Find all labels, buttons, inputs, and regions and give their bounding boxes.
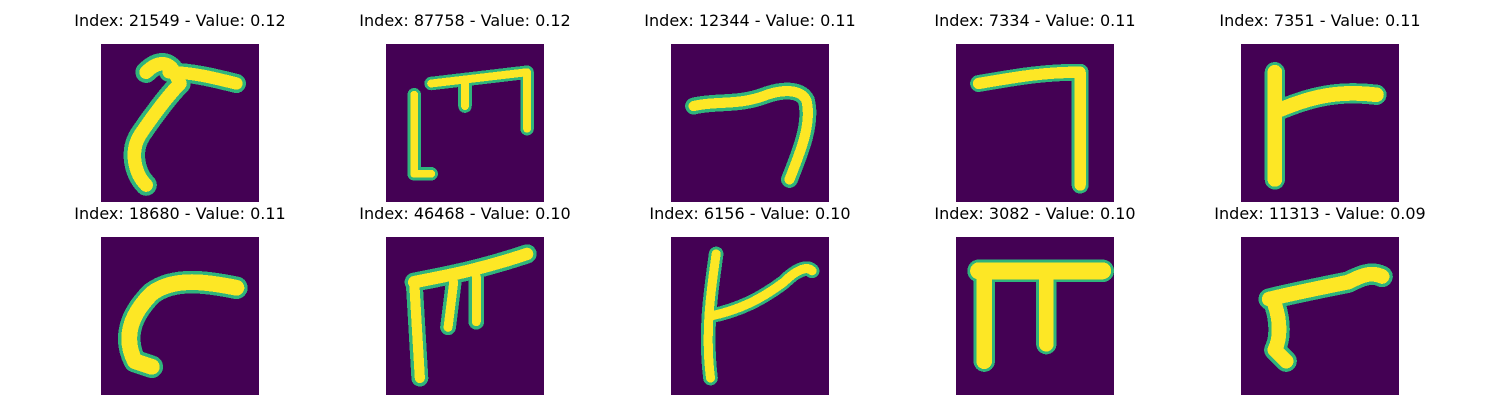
glyph-image	[671, 237, 829, 395]
glyph-image	[956, 237, 1114, 395]
glyph-image	[1241, 44, 1399, 202]
panel-title: Index: 21549 - Value: 0.12	[74, 11, 286, 30]
panel-title: Index: 7334 - Value: 0.11	[934, 11, 1136, 30]
glyph-image	[386, 44, 544, 202]
panel-title: Index: 18680 - Value: 0.11	[74, 204, 286, 223]
glyph-image	[956, 44, 1114, 202]
glyph-image	[101, 237, 259, 395]
glyph-image	[386, 237, 544, 395]
image-panel-4: Index: 7334 - Value: 0.11	[925, 10, 1145, 202]
panel-title: Index: 6156 - Value: 0.10	[649, 204, 851, 223]
image-panel-8: Index: 6156 - Value: 0.10	[640, 203, 860, 395]
image-panel-9: Index: 3082 - Value: 0.10	[925, 203, 1145, 395]
panel-title: Index: 12344 - Value: 0.11	[644, 11, 856, 30]
image-panel-7: Index: 46468 - Value: 0.10	[355, 203, 575, 395]
panel-title: Index: 3082 - Value: 0.10	[934, 204, 1136, 223]
image-panel-6: Index: 18680 - Value: 0.11	[70, 203, 290, 395]
panel-title: Index: 7351 - Value: 0.11	[1219, 11, 1421, 30]
glyph-image	[101, 44, 259, 202]
panel-title: Index: 46468 - Value: 0.10	[359, 204, 571, 223]
glyph-image	[671, 44, 829, 202]
image-panel-3: Index: 12344 - Value: 0.11	[640, 10, 860, 202]
panel-title: Index: 11313 - Value: 0.09	[1214, 204, 1426, 223]
panel-title: Index: 87758 - Value: 0.12	[359, 11, 571, 30]
image-panel-5: Index: 7351 - Value: 0.11	[1210, 10, 1430, 202]
glyph-image	[1241, 237, 1399, 395]
image-panel-2: Index: 87758 - Value: 0.12	[355, 10, 575, 202]
image-panel-10: Index: 11313 - Value: 0.09	[1210, 203, 1430, 395]
image-panel-1: Index: 21549 - Value: 0.12	[70, 10, 290, 202]
